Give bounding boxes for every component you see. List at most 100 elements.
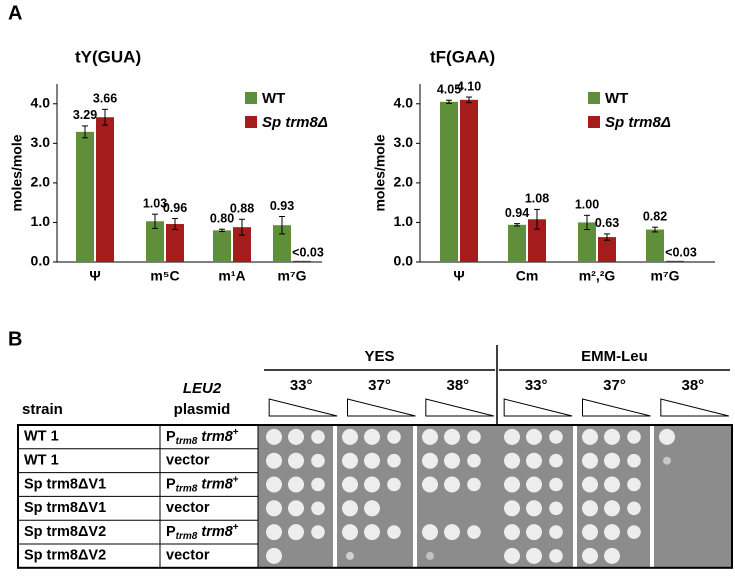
colony-spot [582,452,598,469]
colony-spot [526,547,542,564]
x-tick-label: m⁵C [150,268,179,284]
value-label: 4.10 [457,79,481,93]
colony-spot [342,452,358,469]
strain-header: strain [22,401,63,418]
colony-spot [311,477,325,492]
colony-spot [288,476,304,493]
colony-spot [582,476,598,493]
y-axis-label: moles/mole [9,134,25,211]
dilution-wedge [347,398,416,417]
value-label: 1.00 [575,198,599,212]
plate-gap [573,425,577,568]
plasmid-part: P [166,524,176,540]
bar [166,224,184,262]
y-tick-label: 3.0 [394,134,414,150]
plasmid-part: trm8 [176,436,198,447]
chart-title: tF(GAA) [430,47,495,66]
colony-spot [526,524,542,541]
colony-spot [288,428,304,445]
bar [528,219,546,262]
plasmid-header: plasmid [174,401,231,418]
y-tick-label: 4.0 [394,94,414,110]
plasmid: vector [166,548,210,564]
colony-spot [627,453,641,468]
dilution-wedge [582,398,651,417]
strain: WT 1 [24,429,59,445]
plasmid-part: P [166,429,176,445]
value-label: 1.03 [143,196,167,210]
colony-spot [604,524,620,541]
plasmid-part: trm8 [176,483,198,494]
legend-swatch [245,116,257,128]
colony-spot [582,428,598,445]
value-label: 3.66 [93,92,117,106]
panel-label: B [8,328,22,350]
value-label: 4.05 [437,83,461,97]
bar [440,101,458,262]
colony-spot [422,452,438,469]
colony-spot [444,428,460,445]
colony-spot [364,452,380,469]
colony-spot [549,430,563,444]
colony-spot [604,500,620,517]
colony-spot [364,428,380,445]
y-axis-label: moles/mole [372,134,388,211]
y-tick-label: 3.0 [31,134,51,150]
colony-spot [364,500,380,517]
colony-spot [444,452,460,469]
plasmid: Ptrm8 trm8+ [166,522,239,542]
colony-spot [342,500,358,517]
colony-spot [387,477,401,492]
legend-label: WT [262,90,285,107]
plate-gap [413,425,417,568]
legend-swatch [588,92,600,104]
value-label: 0.94 [505,206,529,220]
x-tick-label: Ψ [453,268,464,284]
plasmid-part: trm8 [201,476,233,492]
bar [96,117,114,262]
temperature: 33° [290,377,313,394]
colony-spot [582,500,598,517]
colony-spot [387,430,401,444]
y-tick-label: 2.0 [394,174,414,190]
bar [508,224,526,262]
colony-spot [266,428,282,445]
colony-spot [582,547,598,564]
colony-spot [422,428,438,445]
colony-spot [663,456,671,465]
y-tick-label: 0.0 [31,253,51,269]
y-tick-label: 1.0 [394,213,414,229]
colony-spot [266,500,282,517]
plate-background [258,425,732,568]
value-label: 0.88 [230,202,254,216]
colony-spot [288,524,304,541]
colony-spot [526,500,542,517]
colony-spot [604,452,620,469]
colony-spot [627,525,641,539]
bar [273,225,291,262]
colony-spot [364,476,380,493]
bar [233,227,251,262]
plasmid-part: trm8 [176,531,198,542]
temperature: 37° [368,377,391,394]
bar [666,260,684,262]
temperature: 38° [681,377,704,394]
legend-label: Sp trm8Δ [262,114,328,131]
plasmid-header: LEU2 [183,380,222,397]
legend-swatch [588,116,600,128]
colony-spot [387,453,401,468]
colony-spot [504,452,520,469]
colony-spot [549,477,563,492]
colony-spot [346,551,354,560]
value-label: <0.03 [665,245,697,259]
panel-label: A [8,2,22,24]
colony-spot [627,501,641,516]
colony-spot [549,525,563,539]
medium-label: EMM-Leu [581,348,648,365]
colony-spot [311,430,325,444]
colony-spot [526,428,542,445]
bar [460,99,478,262]
value-label: 0.96 [163,201,187,215]
strain: WT 1 [24,453,59,469]
